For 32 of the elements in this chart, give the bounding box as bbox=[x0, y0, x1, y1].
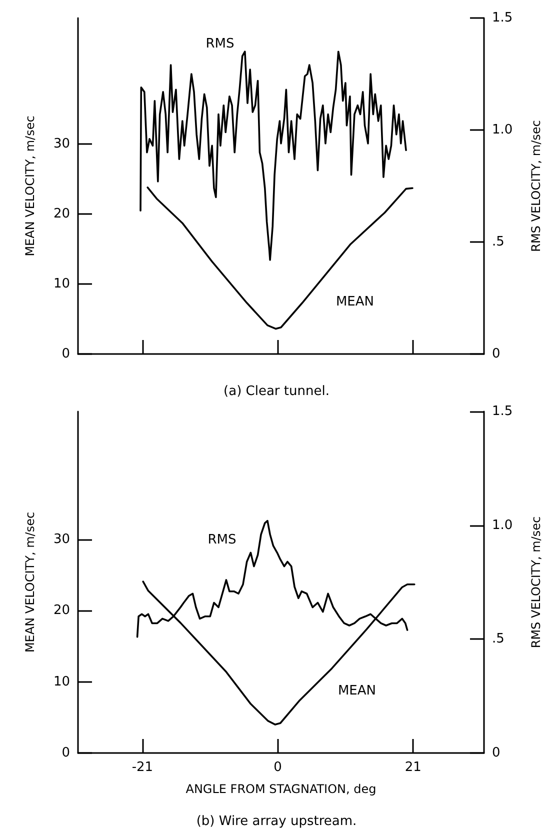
y-axis-title: MEAN VELOCITY, m/sec bbox=[23, 512, 37, 653]
annotation: RMS bbox=[208, 532, 236, 548]
x-axis-title: ANGLE FROM STAGNATION, deg bbox=[186, 782, 376, 796]
y-tick-label: 30 bbox=[53, 532, 70, 548]
y-tick-label: 10 bbox=[53, 674, 70, 690]
annotation: MEAN bbox=[336, 294, 374, 310]
text: (b) Wire array upstream. bbox=[196, 814, 357, 829]
x-tick-label: 21 bbox=[404, 760, 422, 775]
y-tick-label: 30 bbox=[53, 136, 70, 152]
y-tick-label: 0 bbox=[62, 746, 70, 760]
x-tick-label: 0 bbox=[274, 760, 282, 775]
y2-tick-label: .5 bbox=[492, 234, 504, 250]
y-tick-label: 20 bbox=[53, 603, 70, 618]
y2-axis-title: RMS VELOCITY, m/sec bbox=[529, 120, 543, 252]
y-tick-label: 10 bbox=[53, 276, 70, 292]
y2-tick-label: 0 bbox=[492, 746, 500, 760]
x-tick-label: -21 bbox=[132, 760, 154, 775]
y2-tick-label: 1.0 bbox=[492, 122, 513, 138]
annotation: RMS bbox=[206, 36, 234, 52]
y2-tick-label: 1.5 bbox=[492, 404, 513, 419]
y-axis-title: MEAN VELOCITY, m/sec bbox=[23, 116, 37, 256]
text: (a) Clear tunnel. bbox=[224, 384, 330, 399]
y2-tick-label: .5 bbox=[492, 632, 504, 647]
annotation: MEAN bbox=[338, 684, 376, 698]
y-tick-label: 20 bbox=[53, 206, 70, 222]
line-series bbox=[140, 50, 407, 261]
y-tick-label: 0 bbox=[62, 346, 70, 362]
y2-tick-label: 1.5 bbox=[492, 10, 513, 26]
y2-tick-label: 0 bbox=[492, 346, 500, 362]
line-series bbox=[146, 186, 414, 330]
y2-tick-label: 1.0 bbox=[492, 518, 513, 533]
y2-axis-title: RMS VELOCITY, m/sec bbox=[529, 516, 543, 648]
